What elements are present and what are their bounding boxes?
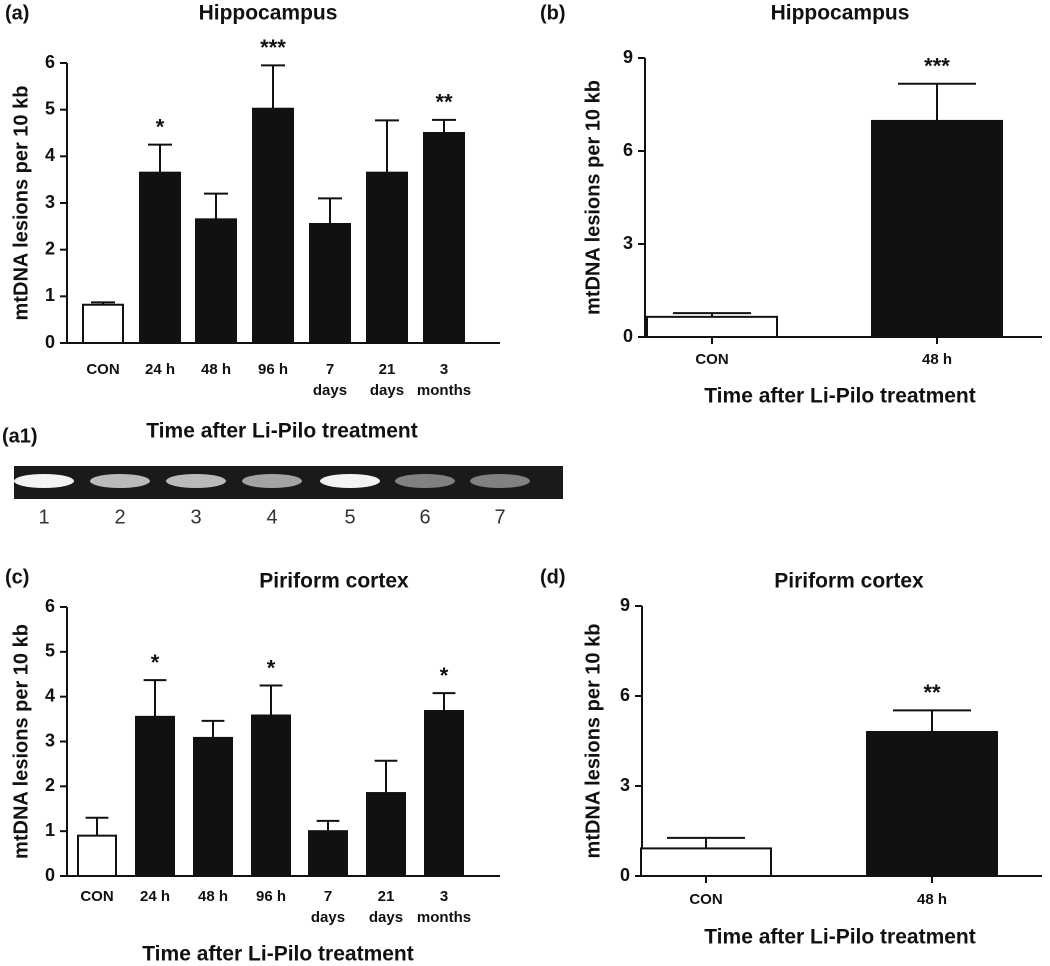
x-tick-label: CON xyxy=(80,888,113,905)
gel-label: (a1) xyxy=(2,425,38,447)
y-tick-label: 0 xyxy=(620,865,630,885)
y-tick-label: 6 xyxy=(45,596,55,616)
x-tick-label: CON xyxy=(689,891,722,908)
bar xyxy=(640,847,772,878)
y-tick-label: 6 xyxy=(623,140,633,160)
significance-label: * xyxy=(156,114,165,139)
panel-label: (a) xyxy=(5,2,29,24)
lane-number: 4 xyxy=(266,506,277,528)
bar xyxy=(646,315,778,339)
x-tick-label: 3 months xyxy=(417,361,471,399)
y-axis-label: mtDNA lesions per 10 kb xyxy=(10,624,32,859)
y-tick-label: 1 xyxy=(45,285,55,305)
x-tick-label: 7 days xyxy=(313,361,347,399)
bar xyxy=(193,736,233,877)
bar xyxy=(252,107,294,344)
x-tick-label: 48 h xyxy=(917,891,947,908)
lane-number: 7 xyxy=(494,506,505,528)
bar xyxy=(139,171,181,344)
gel-band xyxy=(395,474,455,488)
significance-label: * xyxy=(151,650,160,675)
y-tick-label: 0 xyxy=(45,865,55,885)
bar xyxy=(82,303,124,345)
y-tick-label: 6 xyxy=(620,685,630,705)
y-axis-label: mtDNA lesions per 10 kb xyxy=(582,624,604,859)
y-tick-label: 9 xyxy=(623,47,633,67)
gel-band xyxy=(14,474,74,488)
bar xyxy=(366,792,406,878)
significance-label: *** xyxy=(260,35,286,60)
y-tick-label: 6 xyxy=(45,52,55,72)
y-tick-label: 0 xyxy=(623,326,633,346)
x-tick-label: 96 h xyxy=(258,361,288,378)
x-tick-label: 21 days xyxy=(370,361,404,399)
y-tick-label: 2 xyxy=(45,775,55,795)
bar xyxy=(251,714,291,877)
significance-label: ** xyxy=(923,680,941,705)
lane-number: 6 xyxy=(419,506,430,528)
bar xyxy=(423,132,465,344)
y-tick-label: 1 xyxy=(45,820,55,840)
y-tick-label: 0 xyxy=(45,332,55,352)
y-axis-label: mtDNA lesions per 10 kb xyxy=(10,86,32,321)
x-tick-label: 96 h xyxy=(256,888,286,905)
panel-label: (c) xyxy=(5,566,29,588)
y-axis-label: mtDNA lesions per 10 kb xyxy=(582,80,604,315)
bar xyxy=(77,834,117,878)
bar xyxy=(424,710,464,877)
x-tick-label: CON xyxy=(86,361,119,378)
y-tick-label: 5 xyxy=(45,98,55,118)
y-tick-label: 2 xyxy=(45,238,55,258)
bar xyxy=(871,119,1003,339)
panel-label: (b) xyxy=(540,2,566,24)
x-tick-label: 3 months xyxy=(417,888,471,926)
bar xyxy=(309,223,351,344)
bar xyxy=(135,715,175,878)
bar xyxy=(195,218,237,344)
x-tick-label: 48 h xyxy=(198,888,228,905)
significance-label: * xyxy=(267,655,276,680)
x-tick-label: 48 h xyxy=(201,361,231,378)
y-tick-label: 3 xyxy=(45,730,55,750)
chart-title: Piriform cortex xyxy=(259,570,409,593)
significance-label: *** xyxy=(924,54,950,79)
lane-number: 3 xyxy=(190,506,201,528)
x-axis-label: Time after Li-Pilo treatment xyxy=(146,420,418,443)
bar xyxy=(308,830,348,878)
bar xyxy=(366,171,408,344)
lane-number: 5 xyxy=(344,506,355,528)
chart-title: Hippocampus xyxy=(199,2,338,25)
x-tick-label: 24 h xyxy=(140,888,170,905)
bar xyxy=(866,731,998,877)
x-axis-label: Time after Li-Pilo treatment xyxy=(142,943,414,966)
gel-band xyxy=(166,474,226,488)
x-axis-label: Time after Li-Pilo treatment xyxy=(704,926,976,949)
y-tick-label: 9 xyxy=(620,595,630,615)
lane-number: 2 xyxy=(114,506,125,528)
lane-number: 1 xyxy=(38,506,49,528)
significance-label: ** xyxy=(435,90,453,115)
chart-title: Piriform cortex xyxy=(774,570,924,593)
gel-band xyxy=(320,474,380,488)
gel-band xyxy=(90,474,150,488)
x-tick-label: 21 days xyxy=(369,888,403,926)
y-tick-label: 3 xyxy=(620,775,630,795)
x-axis-label: Time after Li-Pilo treatment xyxy=(704,385,976,408)
y-tick-label: 3 xyxy=(623,233,633,253)
y-tick-label: 4 xyxy=(45,145,55,165)
x-tick-label: 48 h xyxy=(922,351,952,368)
y-tick-label: 4 xyxy=(45,685,55,705)
x-tick-label: 7 days xyxy=(311,888,345,926)
panel-label: (d) xyxy=(540,566,566,588)
chart-title: Hippocampus xyxy=(771,2,910,25)
y-tick-label: 5 xyxy=(45,641,55,661)
significance-label: * xyxy=(440,663,449,688)
x-tick-label: CON xyxy=(695,351,728,368)
gel-band xyxy=(470,474,530,488)
x-tick-label: 24 h xyxy=(145,361,175,378)
y-tick-label: 3 xyxy=(45,192,55,212)
gel-band xyxy=(242,474,302,488)
